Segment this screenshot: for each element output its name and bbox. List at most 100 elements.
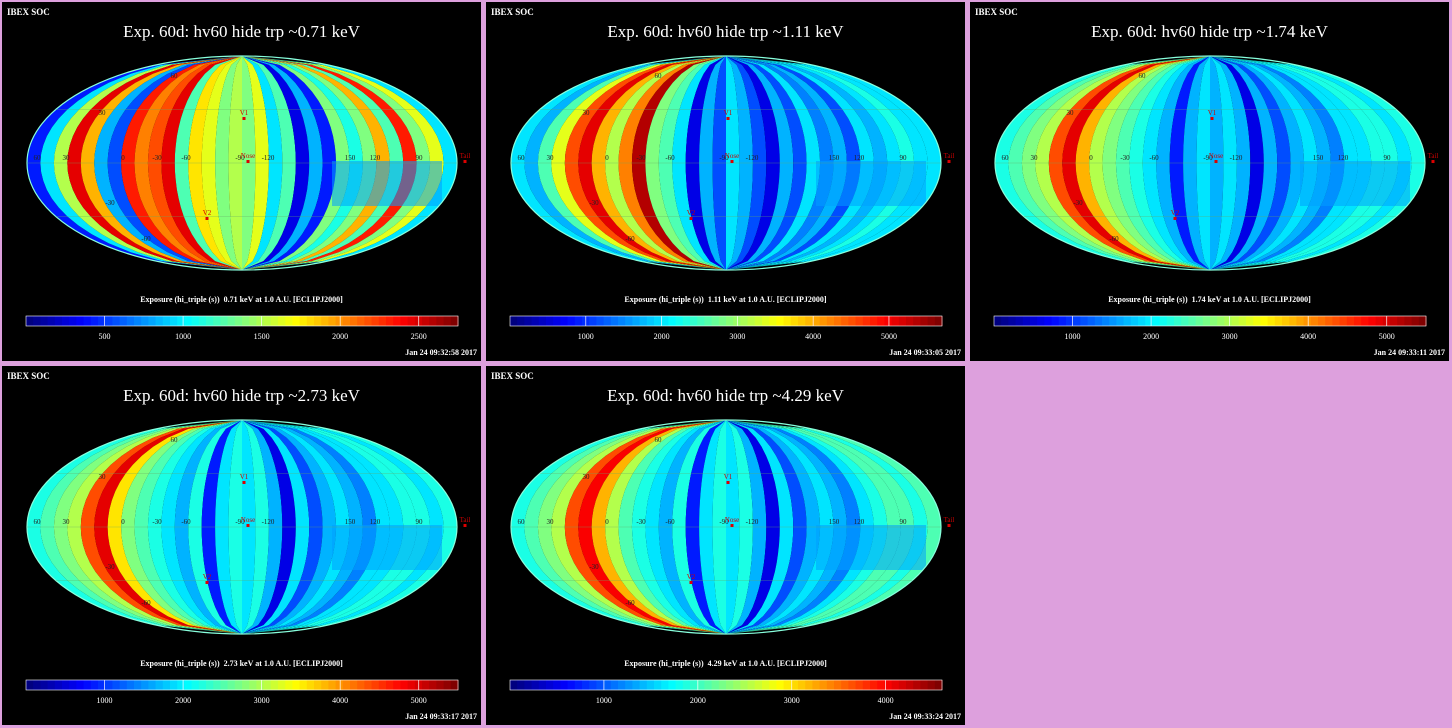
colorbar-segment	[625, 680, 633, 690]
colorbar-frame	[25, 315, 459, 327]
colorbar-segment	[826, 680, 835, 690]
colorbar-segment	[1080, 316, 1089, 326]
colorbar-segment	[1138, 316, 1146, 326]
latitude-tick-label: 30	[99, 473, 107, 481]
sky-map-panel-174: IBEX SOC Exp. 60d: hv60 hide trp ~1.74 k…	[970, 2, 1449, 361]
colorbar-segment	[220, 680, 229, 690]
colorbar-segment	[162, 316, 171, 326]
longitude-tick-label: 30	[63, 518, 71, 526]
colorbar-segment	[819, 680, 828, 690]
colorbar-segment	[848, 316, 857, 326]
colorbar-segment	[148, 316, 157, 326]
longitude-tick-label: 90	[900, 518, 908, 526]
colorbar-segment	[1318, 316, 1326, 326]
colorbar-segment	[1159, 316, 1168, 326]
longitude-tick-label: -60	[181, 518, 191, 526]
colorbar-tick-label: 1000	[97, 696, 113, 705]
colorbar-segment	[805, 680, 813, 690]
marker-label-v1: V1	[240, 109, 249, 117]
latitude-tick-label: 30	[99, 109, 107, 117]
colorbar-segment	[697, 316, 705, 326]
colorbar-tick-label: 1000	[175, 332, 191, 341]
colorbar-segment	[891, 316, 900, 326]
colorbar-segment	[155, 680, 164, 690]
sky-map-panel-111: IBEX SOC Exp. 60d: hv60 hide trp ~1.11 k…	[486, 2, 965, 361]
colorbar-segment	[1030, 316, 1038, 326]
colorbar-segment	[675, 680, 684, 690]
latitude-tick-label: 30	[583, 109, 591, 117]
colorbar-segment	[1123, 316, 1132, 326]
colorbar-segment	[704, 680, 713, 690]
colorbar-tick-label: 2500	[411, 332, 427, 341]
colorbar-segment	[661, 316, 669, 326]
marker-point	[1431, 160, 1435, 163]
colorbar-segment	[841, 316, 849, 326]
colorbar-segment	[682, 316, 691, 326]
colorbar-segment	[170, 316, 178, 326]
colorbar-segment	[1274, 316, 1283, 326]
colorbar-segment	[270, 680, 279, 690]
panel-title: Exp. 60d: hv60 hide trp ~4.29 keV	[607, 386, 844, 405]
marker-label-v2: V2	[203, 573, 212, 581]
colorbar-segment	[1044, 316, 1053, 326]
colorbar-segment	[450, 680, 459, 690]
longitude-tick-label: -90	[719, 518, 729, 526]
colorbar-segment	[819, 316, 828, 326]
colorbar-segment	[141, 680, 149, 690]
colorbar-segment	[213, 316, 221, 326]
colorbar-segment	[553, 316, 561, 326]
marker-label-tail: Tail	[944, 152, 955, 160]
colorbar-segment	[574, 316, 583, 326]
colorbar-segment	[443, 316, 452, 326]
colorbar-segment	[170, 680, 178, 690]
colorbar-segment	[1289, 316, 1297, 326]
colorbar-segment	[256, 680, 265, 690]
longitude-tick-label: 0	[1089, 154, 1093, 162]
longitude-tick-label: -120	[746, 154, 759, 162]
colorbar-tick-label: 2000	[332, 332, 348, 341]
colorbar-segment	[870, 316, 878, 326]
latitude-tick-label: 60	[655, 72, 663, 80]
colorbar-segment	[184, 316, 193, 326]
colorbar-segment	[1188, 316, 1197, 326]
longitude-tick-label: 120	[854, 518, 865, 526]
colorbar-segment	[407, 680, 416, 690]
longitude-tick-label: 120	[370, 518, 381, 526]
colorbar-segment	[1174, 316, 1182, 326]
colorbar-segment	[198, 316, 207, 326]
colorbar-tick-label: 4000	[332, 696, 348, 705]
colorbar-segment	[524, 316, 533, 326]
colorbar-segment	[834, 680, 842, 690]
colorbar-segment	[1390, 316, 1398, 326]
colorbar-segment	[877, 316, 885, 326]
colorbar-frame	[25, 679, 459, 691]
longitude-tick-label: -90	[235, 154, 245, 162]
colorbar-label: Exposure (hi_triple (s)) 1.11 keV at 1.0…	[624, 295, 827, 304]
longitude-tick-label: 30	[547, 518, 555, 526]
colorbar-segment	[891, 680, 900, 690]
org-label: IBEX SOC	[7, 7, 50, 17]
colorbar-segment	[443, 680, 452, 690]
colorbar-segment	[740, 680, 749, 690]
longitude-tick-label: -120	[746, 518, 759, 526]
colorbar-segment	[1195, 316, 1204, 326]
colorbar-segment	[1037, 316, 1045, 326]
colorbar-segment	[119, 316, 128, 326]
longitude-tick-label: 90	[1384, 154, 1392, 162]
colorbar-tick-label: 3000	[254, 696, 270, 705]
colorbar-segment	[1346, 316, 1355, 326]
longitude-tick-label: 150	[829, 518, 840, 526]
colorbar-segment	[1332, 316, 1341, 326]
colorbar-segment	[299, 680, 308, 690]
colorbar-segment	[206, 316, 214, 326]
colorbar-segment	[754, 316, 763, 326]
longitude-tick-label: -90	[235, 518, 245, 526]
colorbar-segment	[1296, 316, 1305, 326]
sky-map-panel-071: IBEX SOC Exp. 60d: hv60 hide trp ~0.71 k…	[2, 2, 481, 361]
colorbar-segment	[654, 680, 662, 690]
colorbar-segment	[1202, 316, 1211, 326]
colorbar-segment	[906, 680, 914, 690]
colorbar-segment	[762, 316, 770, 326]
colorbar-segment	[834, 316, 842, 326]
colorbar-segment	[538, 316, 547, 326]
